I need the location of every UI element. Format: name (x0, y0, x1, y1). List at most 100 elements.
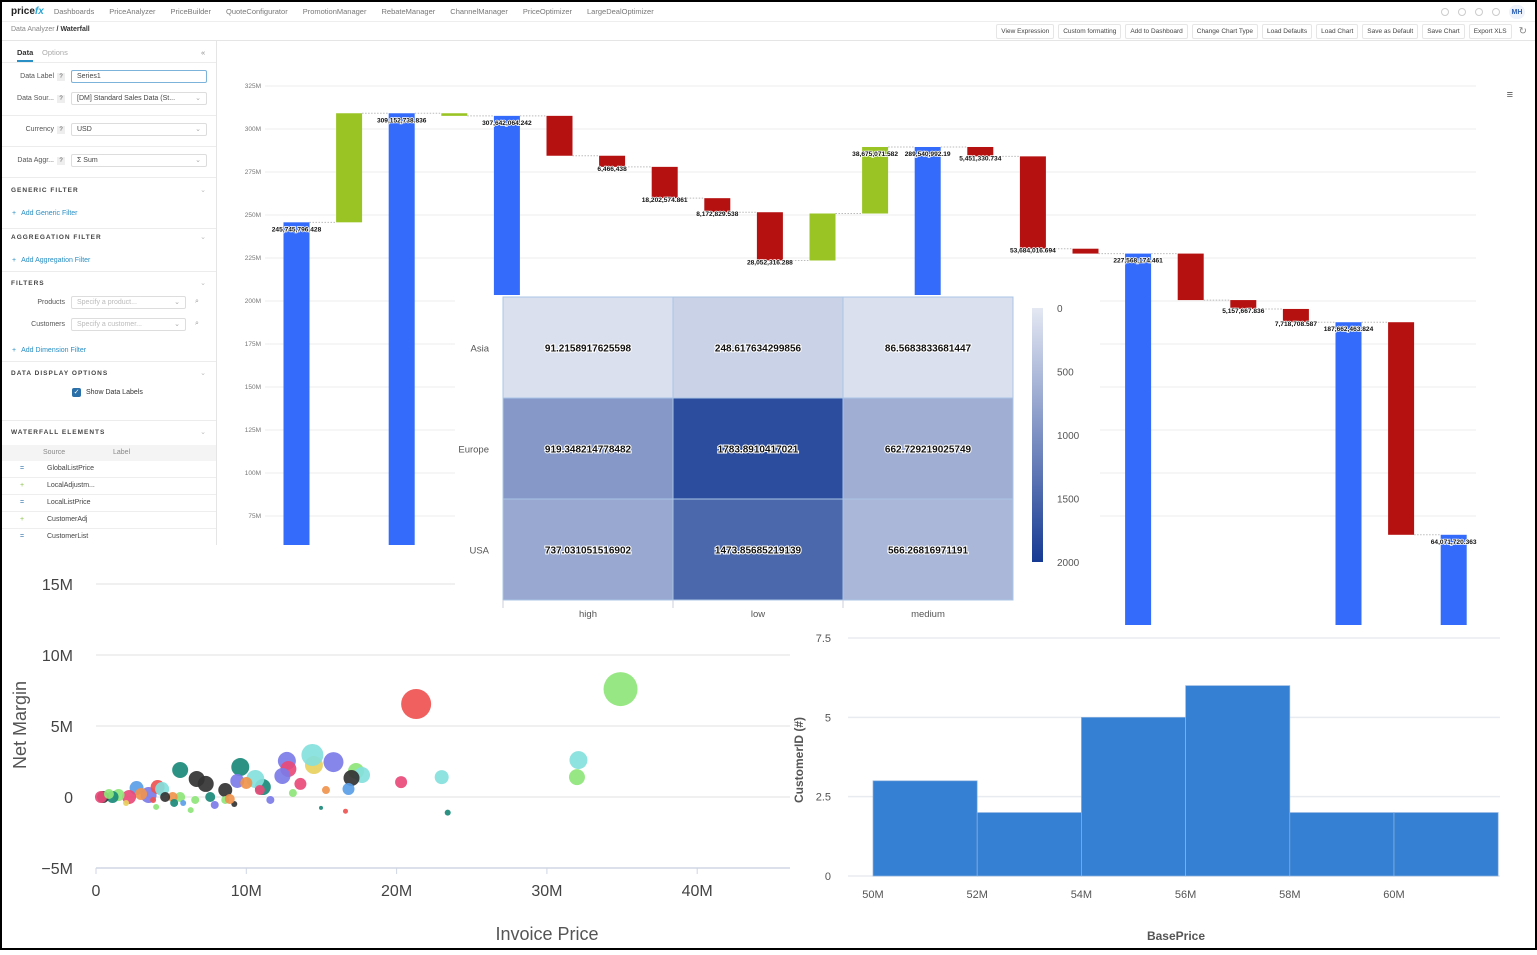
help-icon[interactable]: ? (57, 73, 65, 81)
waterfall-bar-decrease (1230, 300, 1257, 309)
generic-filter-header[interactable]: GENERIC FILTER (11, 187, 79, 194)
view-expression-button[interactable]: View Expression (996, 24, 1055, 39)
x-tick-label: 20M (381, 883, 412, 900)
nav-priceoptimizer[interactable]: PriceOptimizer (522, 7, 573, 16)
waterfall-element-row[interactable]: = GlobalListPrice (2, 461, 216, 478)
nav-promotionmanager[interactable]: PromotionManager (302, 7, 367, 16)
custom-formatting-button[interactable]: Custom formatting (1058, 24, 1122, 39)
collapse-sidebar-icon[interactable]: « (201, 48, 206, 57)
bell-icon[interactable] (1441, 8, 1449, 16)
waterfall-element-row[interactable]: = CustomerList (2, 529, 216, 545)
data-source-row: Data Sour...? [DM] Standard Sales Data (… (2, 92, 216, 108)
breadcrumb: Data Analyzer / Waterfall (11, 26, 90, 33)
clipboard-icon[interactable] (1458, 8, 1466, 16)
nav-largedealoptimizer[interactable]: LargeDealOptimizer (587, 7, 654, 16)
refresh-icon[interactable]: ↻ (1518, 26, 1527, 37)
chevron-down-icon[interactable]: ⌄ (200, 187, 206, 194)
save-as-default-button[interactable]: Save as Default (1362, 24, 1419, 39)
heatmap-cell (502, 498, 674, 601)
nav-pricebuilder[interactable]: PriceBuilder (170, 7, 211, 16)
waterfall-bar-decrease (1388, 322, 1415, 535)
data-source-select[interactable]: [DM] Standard Sales Data (St... ⌄ (71, 92, 207, 105)
heatmap-cell-value: 91.2158917625598 (545, 344, 632, 355)
data-label: 64,071,720.363 (1431, 539, 1477, 546)
colorbar-tick-label: 1000 (1057, 431, 1080, 442)
change-chart-type-button[interactable]: Change Chart Type (1191, 24, 1258, 39)
add-dimension-filter-link[interactable]: + Add Dimension Filter (12, 347, 86, 354)
bubble (240, 776, 253, 789)
products-input[interactable]: Specify a product... ⌄ (71, 296, 186, 309)
y-tick-label: 7.5 (816, 633, 831, 645)
customers-input[interactable]: Specify a customer... ⌄ (71, 318, 186, 331)
products-filter-row: Products Specify a product... ⌄ ⌕ (2, 296, 216, 312)
heatmap-chart: Asia 91.2158917625598 248.617634299856 86.5… (455, 295, 1100, 625)
waterfall-element-row[interactable]: = LocalListPrice (2, 495, 216, 512)
nav-rebatemanager[interactable]: RebateManager (381, 7, 436, 16)
save-chart-button[interactable]: Save Chart (1422, 24, 1465, 39)
breadcrumb-current: Waterfall (60, 26, 90, 33)
help-icon[interactable]: ? (57, 157, 65, 165)
filters-header[interactable]: FILTERS (11, 280, 45, 287)
y-tick-label: 100M (245, 470, 261, 477)
data-label-input[interactable]: Series1 (71, 70, 207, 83)
export-xls-button[interactable]: Export XLS (1468, 24, 1512, 39)
chevron-down-icon[interactable]: ⌄ (200, 370, 206, 377)
data-aggregation-select[interactable]: Σ Sum ⌄ (71, 154, 207, 167)
bubble (568, 769, 585, 786)
pricefx-logo[interactable]: pricefx (11, 6, 44, 17)
sidebar: Data Options « Data Label? Series1 Data … (2, 41, 217, 545)
plus-icon: + (20, 516, 25, 523)
bubble (191, 795, 200, 804)
tab-options[interactable]: Options (42, 48, 68, 57)
nav-dashboards[interactable]: Dashboards (53, 7, 95, 16)
heatmap-cell (842, 296, 1014, 399)
bubble (342, 808, 348, 814)
data-label-label: Data Label (20, 73, 54, 80)
y-tick-label: 2.5 (816, 792, 831, 804)
x-axis-title: BasePrice (1147, 929, 1205, 943)
y-axis-title: Net Margin (10, 681, 30, 769)
chevron-down-icon[interactable]: ⌄ (200, 280, 206, 287)
waterfall-element-row[interactable]: + LocalAdjustm... (2, 478, 216, 495)
chevron-down-icon[interactable]: ⌄ (200, 234, 206, 241)
plus-icon: + (12, 210, 17, 217)
equals-icon: = (20, 465, 25, 472)
waterfall-elements-header[interactable]: WATERFALL ELEMENTS (11, 429, 106, 436)
search-icon[interactable]: ⌕ (195, 320, 199, 327)
load-chart-button[interactable]: Load Chart (1316, 24, 1359, 39)
search-icon[interactable] (1492, 8, 1500, 16)
aggregation-filter-header[interactable]: AGGREGATION FILTER (11, 234, 102, 241)
search-icon[interactable]: ⌕ (195, 298, 199, 305)
data-label: 53,684,016.694 (1010, 248, 1056, 255)
breadcrumb-parent[interactable]: Data Analyzer (11, 26, 55, 33)
data-label: 245,745,796.428 (272, 226, 322, 233)
chart-menu-icon[interactable]: ≡ (1506, 89, 1513, 101)
histogram-bar (1289, 812, 1395, 877)
tab-data[interactable]: Data (17, 48, 34, 62)
load-defaults-button[interactable]: Load Defaults (1262, 24, 1313, 39)
data-display-options-header[interactable]: DATA DISPLAY OPTIONS (11, 370, 109, 377)
heatmap-cell-value: 566.26816971191 (888, 546, 969, 557)
help-icon[interactable]: ? (57, 126, 65, 134)
chevron-down-icon: ⌄ (195, 157, 201, 164)
add-generic-filter-link[interactable]: + Add Generic Filter (12, 210, 78, 217)
x-tick-label: 50M (862, 889, 883, 901)
add-aggregation-filter-link[interactable]: + Add Aggregation Filter (12, 257, 90, 264)
chevron-down-icon[interactable]: ⌄ (200, 429, 206, 436)
bubble (444, 809, 451, 816)
help-icon[interactable]: ? (57, 95, 65, 103)
data-label-row: Data Label? Series1 (2, 70, 216, 86)
add-to-dashboard-button[interactable]: Add to Dashboard (1125, 24, 1188, 39)
show-data-labels-checkbox[interactable]: ✓ (72, 388, 81, 397)
waterfall-bar-decrease (704, 198, 731, 213)
y-tick-label: 0 (825, 871, 831, 883)
nav-channelmanager[interactable]: ChannelManager (450, 7, 508, 16)
user-avatar[interactable]: MH (1509, 5, 1525, 19)
waterfall-element-row[interactable]: + CustomerAdj (2, 512, 216, 529)
nav-priceanalyzer[interactable]: PriceAnalyzer (109, 7, 156, 16)
nav-quoteconfigurator[interactable]: QuoteConfigurator (225, 7, 288, 16)
x-tick-label: 30M (531, 883, 562, 900)
bubble-svg: 15M 10M 5M 0 −5M 0 10M 20M 30M 40M Invoice Price Ne… (10, 577, 790, 944)
currency-select[interactable]: USD ⌄ (71, 123, 207, 136)
settings-icon[interactable] (1475, 8, 1483, 16)
